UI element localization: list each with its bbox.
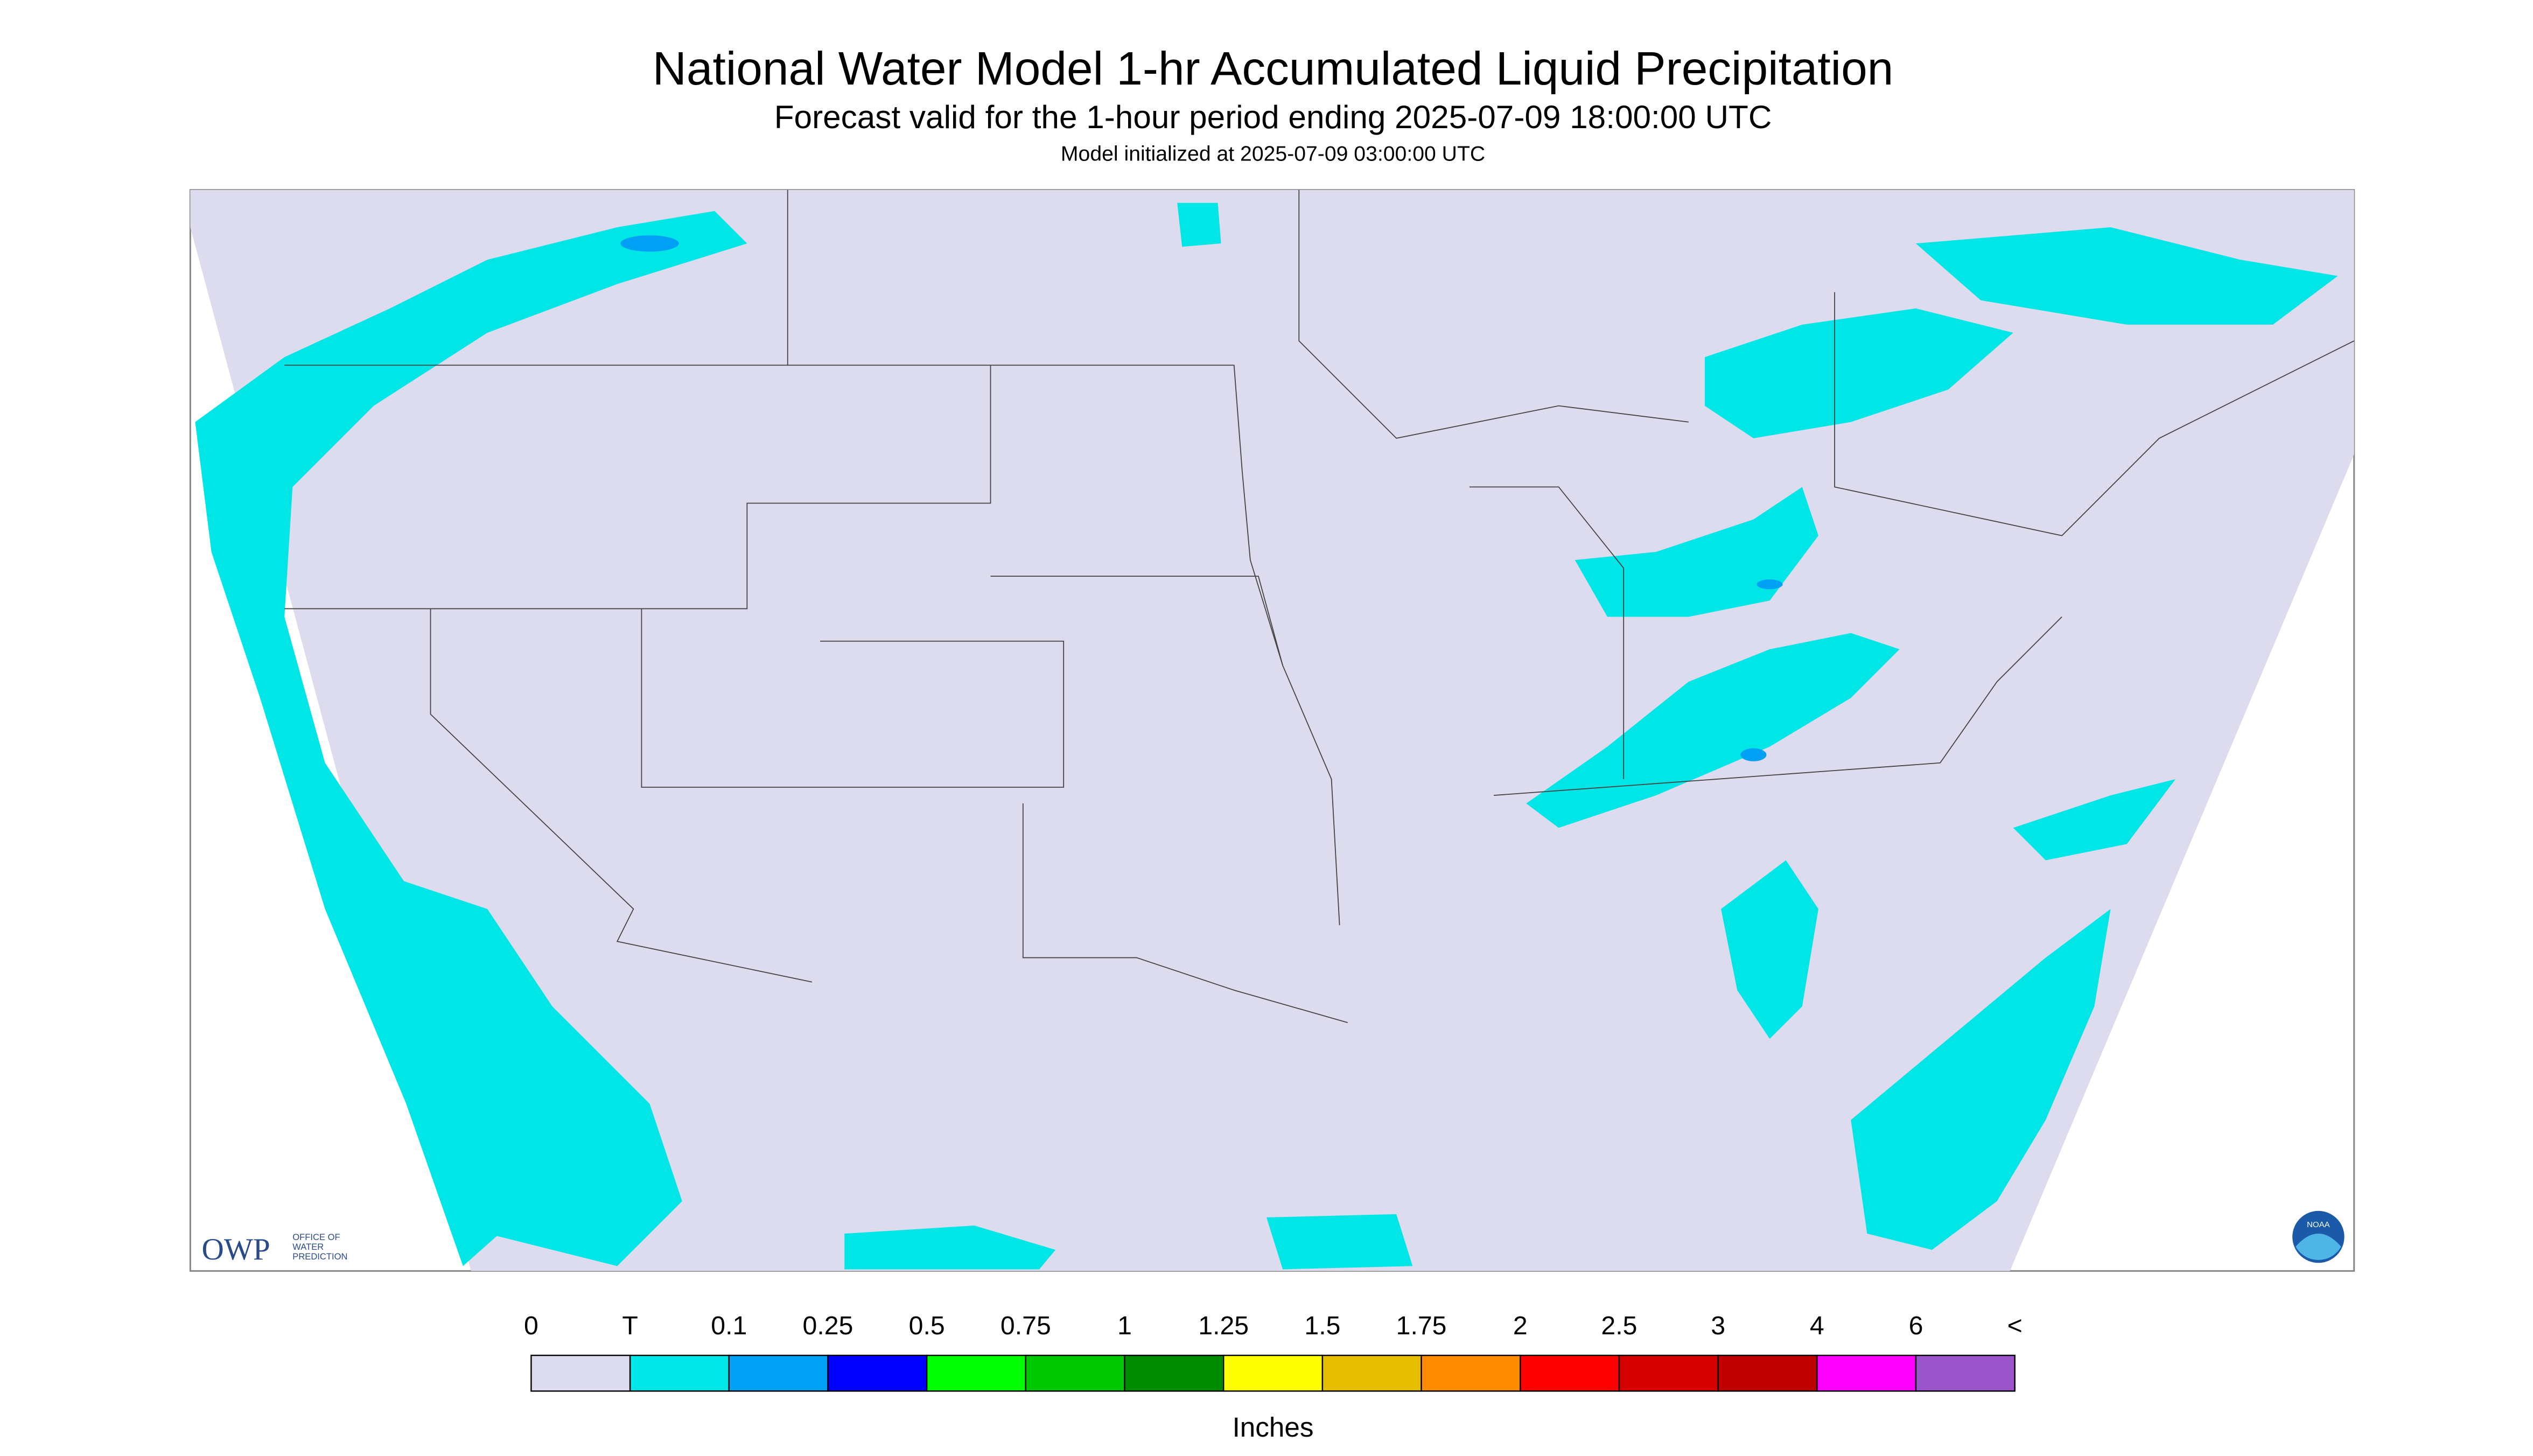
- heavier-precip: [1757, 579, 1783, 590]
- legend-swatch: [1321, 1354, 1422, 1392]
- legend-label: 1.25: [1198, 1311, 1249, 1340]
- border: [787, 365, 1340, 926]
- logo-office: PREDICTION: [292, 1251, 347, 1262]
- border: [990, 576, 1284, 666]
- domain: [190, 190, 2354, 1271]
- legend-label: 1.75: [1396, 1311, 1447, 1340]
- title: National Water Model 1-hr Accumulated Li…: [653, 42, 1894, 95]
- border: [1493, 616, 2062, 796]
- canada-precip: [1704, 308, 2013, 438]
- legend-swatch: [827, 1354, 928, 1392]
- legend-label: 0: [524, 1311, 538, 1340]
- legend-label: 0.1: [711, 1311, 747, 1340]
- legend-swatch: [1717, 1354, 1818, 1392]
- southeast-precip: [1721, 860, 1818, 1039]
- legend-swatch: [926, 1354, 1027, 1392]
- border: [430, 608, 813, 983]
- legend-label: 2.5: [1601, 1311, 1637, 1340]
- legend-label: 2: [1513, 1311, 1528, 1340]
- mexico-precip-2: [844, 1225, 1056, 1270]
- legend-label: 6: [1909, 1311, 1923, 1340]
- atlantic-precip: [2013, 779, 2176, 860]
- map: OWP OFFICE OF WATER PREDICTION NOAA: [189, 189, 2355, 1272]
- legend-swatch: [1618, 1354, 1719, 1392]
- ohio-valley-precip: [1526, 633, 1900, 828]
- border: [1469, 486, 1625, 779]
- legend-swatch: [629, 1354, 730, 1392]
- legend-label: 1: [1117, 1311, 1132, 1340]
- owp-logo: OWP OFFICE OF WATER PREDICTION: [201, 1232, 347, 1266]
- state-borders: [284, 190, 2355, 1023]
- border: [284, 365, 991, 610]
- legend-label: 4: [1810, 1311, 1824, 1340]
- logo-owp: OWP: [201, 1233, 270, 1266]
- pacific-precip: [390, 876, 682, 1266]
- noaa-wave: [2296, 1234, 2341, 1261]
- legend-units: Inches: [1233, 1412, 1314, 1443]
- logo-office: WATER: [292, 1242, 324, 1252]
- legend-label: 0.5: [909, 1311, 945, 1340]
- heavier-precip: [620, 235, 679, 252]
- legend-label: 0.75: [1000, 1311, 1051, 1340]
- border: [641, 608, 1065, 788]
- legend-swatch: [530, 1354, 631, 1392]
- legend-label: <: [2007, 1311, 2023, 1340]
- legend: 0 T 0.1 0.25 0.5 0.75 1 1.25 1.5 1.75 2 2.5 3 4 6 <: [524, 1311, 2023, 1392]
- legend-swatch: [1025, 1354, 1125, 1392]
- legend-swatch: [1223, 1354, 1324, 1392]
- legend-label: 3: [1711, 1311, 1725, 1340]
- mexico-precip: [1266, 1214, 1413, 1270]
- quebec-precip: [1915, 227, 2338, 325]
- border: [1298, 190, 1689, 439]
- legend-label: T: [622, 1311, 638, 1340]
- noaa-logo: NOAA: [2292, 1210, 2345, 1263]
- heavier-precip: [1740, 748, 1767, 761]
- legend-swatch: [1915, 1354, 2016, 1392]
- noaa-text: NOAA: [2307, 1220, 2331, 1229]
- legend-label: 1.5: [1304, 1311, 1340, 1340]
- border: [1834, 292, 2355, 536]
- legend-swatch: [728, 1354, 829, 1392]
- logo-office: OFFICE OF: [292, 1232, 340, 1242]
- legend-swatch: [1421, 1354, 1521, 1392]
- precip-areas: [195, 202, 2338, 1270]
- legend-swatch: [1124, 1354, 1224, 1392]
- offshore-precip: [1851, 909, 2111, 1250]
- legend-swatch: [1816, 1354, 1917, 1392]
- subtitle: Forecast valid for the 1-hour period end…: [774, 99, 1772, 135]
- border: [1022, 803, 1348, 1023]
- legend-swatch: [1520, 1354, 1620, 1392]
- init-time: Model initialized at 2025-07-09 03:00:00…: [1061, 142, 1485, 165]
- legend-label: 0.25: [803, 1311, 853, 1340]
- canada-cell: [1177, 202, 1221, 247]
